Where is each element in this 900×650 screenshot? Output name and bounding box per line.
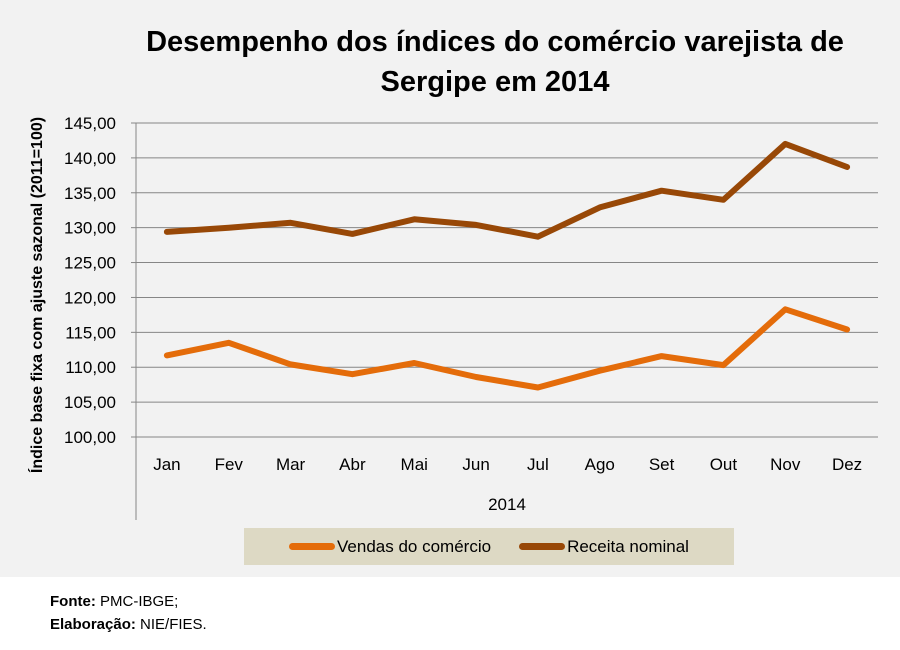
legend-label-vendas: Vendas do comércio <box>337 536 492 556</box>
x-tick-label: Mai <box>401 455 428 474</box>
chart-title-line-2: Sergipe em 2014 <box>380 66 610 98</box>
x-axis-label: 2014 <box>488 495 526 514</box>
y-tick-label: 110,00 <box>65 358 116 377</box>
x-tick-label: Out <box>710 455 738 474</box>
chart-title-line-1: Desempenho dos índices do comércio varej… <box>146 26 844 58</box>
author-label: Elaboração: <box>50 616 136 633</box>
y-tick-label: 130,00 <box>64 219 116 238</box>
x-tick-label: Jan <box>153 455 180 474</box>
source-line: Fonte: PMC-IBGE; <box>50 590 207 613</box>
x-tick-label: Mar <box>276 455 306 474</box>
author-line: Elaboração: NIE/FIES. <box>50 613 207 636</box>
y-tick-label: 105,00 <box>64 393 116 412</box>
footer: Fonte: PMC-IBGE; Elaboração: NIE/FIES. <box>50 590 207 636</box>
legend: Vendas do comércio Receita nominal <box>244 528 734 565</box>
y-tick-label: 120,00 <box>64 288 116 307</box>
chart-panel: Desempenho dos índices do comércio varej… <box>0 0 900 577</box>
legend-label-receita: Receita nominal <box>567 536 689 556</box>
x-tick-label: Set <box>649 455 675 474</box>
y-tick-label: 125,00 <box>64 254 116 273</box>
x-tick-label: Fev <box>215 455 244 474</box>
x-tick-label: Abr <box>339 455 366 474</box>
x-tick-label: Dez <box>832 455 862 474</box>
author-value: NIE/FIES. <box>140 616 207 633</box>
legend-item-receita: Receita nominal <box>519 537 689 557</box>
x-tick-label: Ago <box>585 455 615 474</box>
legend-swatch-vendas <box>289 543 336 550</box>
y-tick-label: 145,00 <box>64 114 116 133</box>
chart-title: Desempenho dos índices do comércio varej… <box>130 22 860 102</box>
y-tick-label: 140,00 <box>64 149 116 168</box>
series-line-receita <box>163 140 851 240</box>
legend-swatch-receita <box>519 543 566 550</box>
plot-area: 100,00 105,00 110,00 115,00 120,00 125,00 130,… <box>64 114 878 520</box>
y-tick-label: 100,00 <box>64 428 116 447</box>
legend-item-vendas: Vendas do comércio <box>289 537 491 557</box>
x-tick-label: Jul <box>527 455 549 474</box>
source-label: Fonte: <box>50 593 96 610</box>
series-line-vendas <box>163 306 851 391</box>
y-tick-label: 115,00 <box>65 323 116 342</box>
x-tick-label: Nov <box>770 455 801 474</box>
y-tick-label: 135,00 <box>64 184 116 203</box>
source-value: PMC-IBGE; <box>100 593 179 610</box>
x-tick-label: Jun <box>462 455 489 474</box>
